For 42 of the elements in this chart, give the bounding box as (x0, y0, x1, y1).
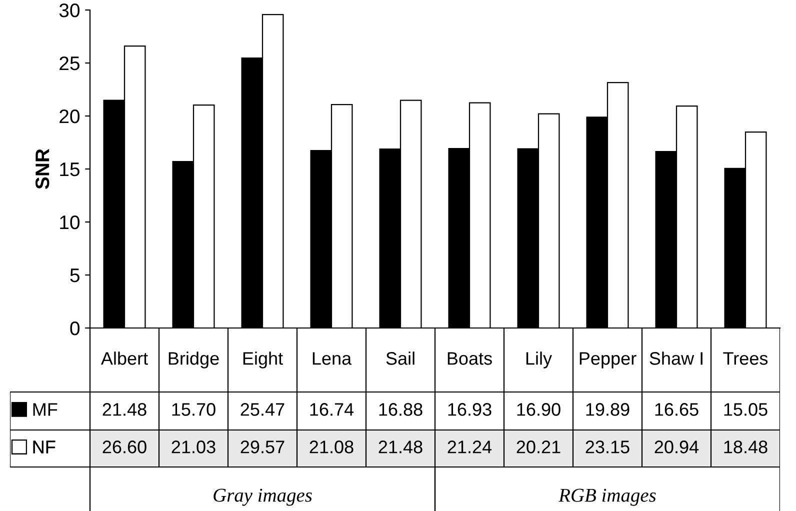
y-tick-label: 25 (60, 56, 80, 70)
y-tick-label: 5 (70, 268, 80, 282)
text: 16.90 (517, 403, 560, 416)
text: 21.48 (378, 440, 422, 454)
x-tick-label: Bridge (168, 352, 219, 368)
legend-label: MF (33, 403, 58, 416)
text: 20.94 (654, 440, 699, 454)
x-tick-label: Trees (723, 352, 768, 365)
x-tick-label: Albert (100, 352, 148, 365)
text: 29.57 (240, 440, 284, 454)
y-tick-label: 15 (60, 162, 80, 176)
x-tick-label: Shaw I (650, 352, 702, 365)
text: 25.47 (240, 403, 284, 416)
y-tick-label: 10 (60, 215, 80, 230)
x-tick-label: Pepper (580, 352, 636, 368)
x-tick-label: Sail (386, 352, 414, 365)
text: 21.08 (310, 440, 354, 454)
y-tick-label: 30 (59, 3, 80, 18)
text: 15.05 (724, 403, 768, 416)
text: 26.60 (102, 440, 146, 454)
legend-label: NF (33, 440, 56, 454)
x-tick-label: Eight (243, 352, 283, 368)
text: 21.48 (102, 403, 146, 416)
y-axis-title: SNR (35, 148, 50, 189)
y-tick-label: 20 (60, 109, 80, 124)
x-tick-label: Lena (312, 352, 352, 365)
text: 23.15 (586, 440, 630, 454)
text: RGB images (558, 488, 656, 506)
text: 16.93 (448, 403, 492, 416)
text: Gray images (214, 488, 312, 506)
text: 21.03 (172, 440, 216, 454)
x-tick-label: Lily (526, 352, 552, 368)
text: 21.24 (448, 440, 492, 454)
text: 15.70 (172, 403, 216, 416)
text: 20.21 (516, 440, 560, 454)
text: 18.48 (724, 440, 768, 454)
text: 16.88 (379, 403, 422, 416)
text: 16.65 (655, 403, 698, 416)
x-tick-label: Boats (448, 352, 492, 365)
y-tick-label: 0 (70, 321, 80, 336)
text: 19.89 (586, 403, 630, 416)
text: 16.74 (310, 403, 354, 416)
